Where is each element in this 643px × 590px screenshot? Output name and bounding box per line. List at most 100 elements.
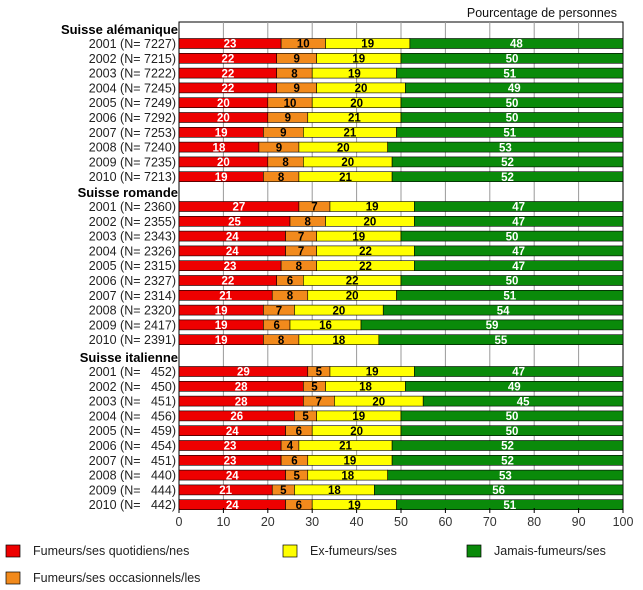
data-label: 20 — [217, 113, 230, 125]
data-label: 16 — [319, 320, 332, 332]
data-label: 50 — [506, 113, 519, 125]
bar-segment — [414, 366, 624, 377]
data-label: 50 — [506, 231, 519, 243]
data-label: 7 — [316, 396, 322, 408]
bar-segment — [422, 395, 624, 407]
tick-label: 90 — [572, 515, 586, 529]
data-label: 52 — [501, 456, 514, 468]
data-label: 18 — [359, 382, 372, 394]
legend-label-daily: Fumeurs/ses quotidiens/nes — [33, 544, 189, 558]
data-label: 7 — [298, 231, 304, 243]
bar-segment — [400, 112, 624, 123]
data-label: 19 — [215, 172, 228, 184]
data-label: 47 — [512, 202, 525, 214]
data-label: 24 — [226, 426, 239, 438]
data-label: 47 — [512, 246, 525, 258]
row-label: 2004 (N= 456) — [89, 409, 176, 423]
bar-segment — [409, 38, 624, 49]
data-label: 24 — [226, 500, 239, 512]
data-label: 9 — [293, 83, 299, 95]
chart-header: Pourcentage de personnes — [467, 6, 617, 20]
row-label: 2009 (N= 7235) — [89, 155, 176, 169]
data-label: 20 — [346, 291, 359, 303]
data-label: 19 — [348, 68, 361, 80]
bar-segment — [400, 410, 624, 422]
data-label: 9 — [293, 54, 299, 66]
bar-segment — [414, 260, 624, 272]
bar-segment — [414, 216, 624, 227]
data-label: 51 — [503, 128, 516, 140]
bar-segment — [414, 201, 624, 212]
data-label: 8 — [296, 261, 303, 273]
data-label: 22 — [221, 54, 234, 66]
row-label: 2005 (N= 7249) — [89, 96, 176, 110]
data-label: 50 — [506, 98, 519, 110]
data-label: 20 — [337, 142, 350, 154]
tick-label: 100 — [613, 515, 634, 529]
bar-segment — [405, 380, 624, 392]
data-label: 48 — [510, 39, 523, 51]
tick-label: 80 — [527, 515, 541, 529]
data-label: 20 — [217, 98, 230, 110]
data-label: 5 — [316, 367, 323, 379]
data-label: 27 — [233, 202, 246, 214]
tick-label: 70 — [483, 515, 497, 529]
data-label: 47 — [512, 217, 525, 229]
legend-label-occasional: Fumeurs/ses occasionnels/les — [33, 571, 200, 585]
data-label: 19 — [352, 411, 365, 423]
row-label: 2003 (N= 2343) — [89, 230, 176, 244]
data-label: 19 — [215, 335, 228, 347]
legend-swatch-never — [466, 544, 482, 558]
data-label: 22 — [221, 68, 234, 80]
legend: Fumeurs/ses quotidiens/nes Ex-fumeurs/ses… — [5, 544, 606, 585]
row-label: 2007 (N= 451) — [89, 454, 176, 468]
data-label: 22 — [359, 261, 372, 273]
data-label: 19 — [215, 128, 228, 140]
row-label: 2001 (N= 452) — [89, 365, 176, 379]
bar-segment — [400, 275, 624, 286]
data-label: 49 — [508, 382, 521, 394]
data-label: 10 — [284, 98, 297, 110]
data-label: 21 — [339, 441, 352, 453]
data-label: 20 — [350, 426, 363, 438]
data-label: 19 — [215, 305, 228, 317]
bar-segment — [396, 67, 624, 79]
data-label: 26 — [230, 411, 243, 423]
row-label: 2003 (N= 451) — [89, 395, 176, 409]
data-label: 21 — [344, 128, 357, 140]
legend-swatch-daily — [5, 544, 21, 558]
bar-segment — [387, 469, 624, 481]
data-label: 21 — [219, 291, 232, 303]
tick-label: 40 — [350, 515, 364, 529]
data-label: 23 — [224, 39, 237, 51]
data-label: 19 — [366, 202, 379, 214]
data-label: 28 — [235, 382, 248, 394]
bar-segment — [360, 319, 624, 331]
row-label: 2003 (N= 7222) — [89, 67, 176, 81]
data-label: 8 — [282, 157, 289, 169]
bar-segment — [400, 52, 624, 64]
row-label: 2008 (N= 440) — [89, 469, 176, 483]
data-label: 56 — [492, 485, 505, 497]
data-label: 50 — [506, 54, 519, 66]
data-label: 19 — [366, 367, 379, 379]
bar-segment — [400, 97, 624, 108]
data-label: 22 — [359, 246, 372, 258]
data-label: 8 — [305, 217, 312, 229]
data-label: 29 — [237, 367, 250, 379]
bar-segment — [391, 440, 624, 451]
data-label: 8 — [278, 172, 285, 184]
row-label: 2002 (N= 450) — [89, 380, 176, 394]
data-label: 4 — [287, 441, 294, 453]
data-label: 51 — [503, 291, 516, 303]
tick-label: 30 — [305, 515, 319, 529]
data-label: 6 — [291, 456, 297, 468]
row-label: 2004 (N= 7245) — [89, 81, 176, 95]
tick-label: 50 — [394, 515, 408, 529]
data-label: 18 — [332, 335, 345, 347]
bar-segment — [378, 334, 624, 346]
bar-segment — [414, 245, 624, 257]
data-label: 22 — [346, 276, 359, 288]
